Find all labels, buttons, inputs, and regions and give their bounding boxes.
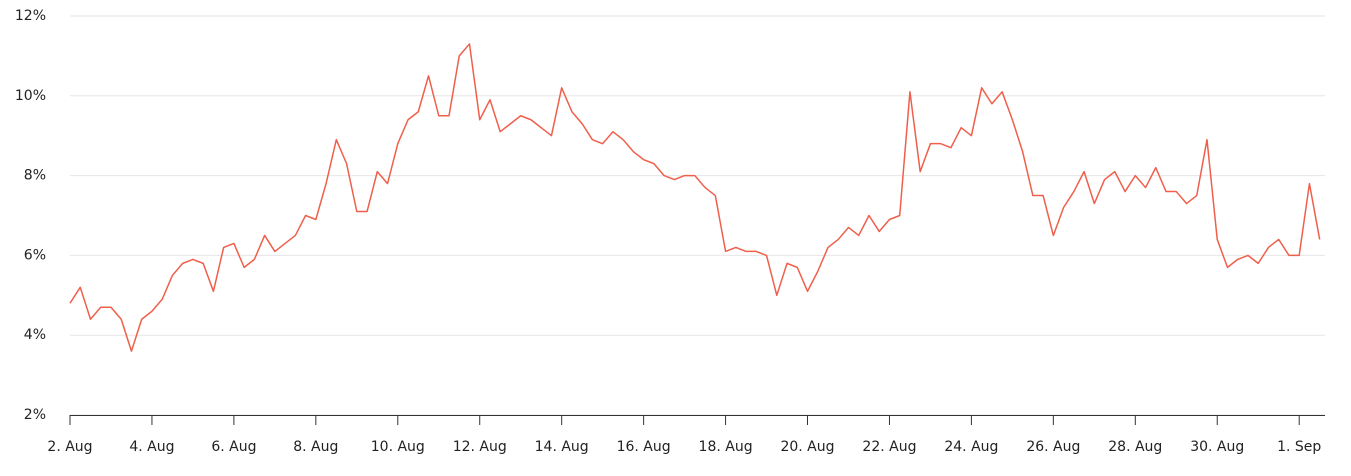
x-tick-label: 10. Aug <box>371 439 425 455</box>
x-tick-label: 20. Aug <box>780 439 834 455</box>
y-tick-label: 10% <box>15 88 46 104</box>
x-tick-label: 26. Aug <box>1026 439 1080 455</box>
x-tick-label: 30. Aug <box>1190 439 1244 455</box>
x-tick-label: 24. Aug <box>944 439 998 455</box>
y-tick-label: 2% <box>24 407 46 423</box>
x-tick-label: 1. Sep <box>1277 439 1321 455</box>
x-tick-label: 18. Aug <box>699 439 753 455</box>
x-tick-label: 6. Aug <box>211 439 256 455</box>
x-tick-label: 2. Aug <box>47 439 92 455</box>
x-tick-label: 22. Aug <box>862 439 916 455</box>
data-line <box>69 43 1321 352</box>
x-tick-label: 8. Aug <box>293 439 338 455</box>
y-tick-label: 4% <box>24 327 46 343</box>
y-tick-label: 12% <box>15 8 46 24</box>
x-tick-label: 12. Aug <box>453 439 507 455</box>
x-tick-label: 16. Aug <box>617 439 671 455</box>
x-tick-label: 28. Aug <box>1108 439 1162 455</box>
x-tick-label: 4. Aug <box>129 439 174 455</box>
y-tick-label: 8% <box>24 168 46 184</box>
x-tick-label: 14. Aug <box>535 439 589 455</box>
y-tick-label: 6% <box>24 247 46 263</box>
